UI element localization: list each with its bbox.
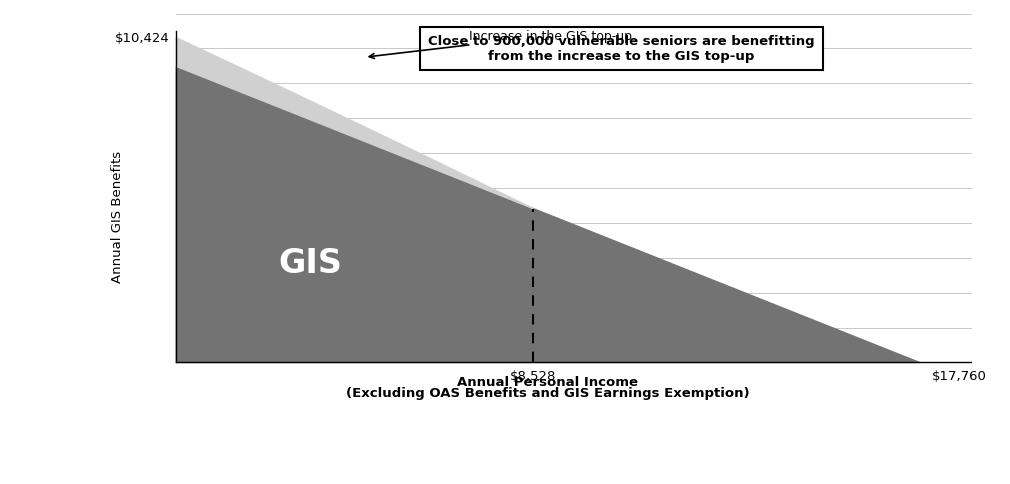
Text: Close to 900,000 vulnerable seniors are benefitting
from the increase to the GIS: Close to 900,000 vulnerable seniors are … [428, 35, 815, 63]
Polygon shape [177, 39, 533, 209]
Text: Annual Personal Income: Annual Personal Income [458, 375, 638, 388]
Text: $8,528: $8,528 [510, 369, 557, 382]
Text: Increase in the GIS top-up: Increase in the GIS top-up [370, 30, 632, 60]
Text: $17,760: $17,760 [932, 369, 987, 382]
Text: Annual GIS Benefits: Annual GIS Benefits [111, 151, 124, 282]
Text: $10,424: $10,424 [115, 32, 170, 45]
Text: (Excluding OAS Benefits and GIS Earnings Exemption): (Excluding OAS Benefits and GIS Earnings… [346, 386, 749, 399]
Polygon shape [177, 67, 919, 363]
Text: GIS: GIS [279, 247, 342, 280]
